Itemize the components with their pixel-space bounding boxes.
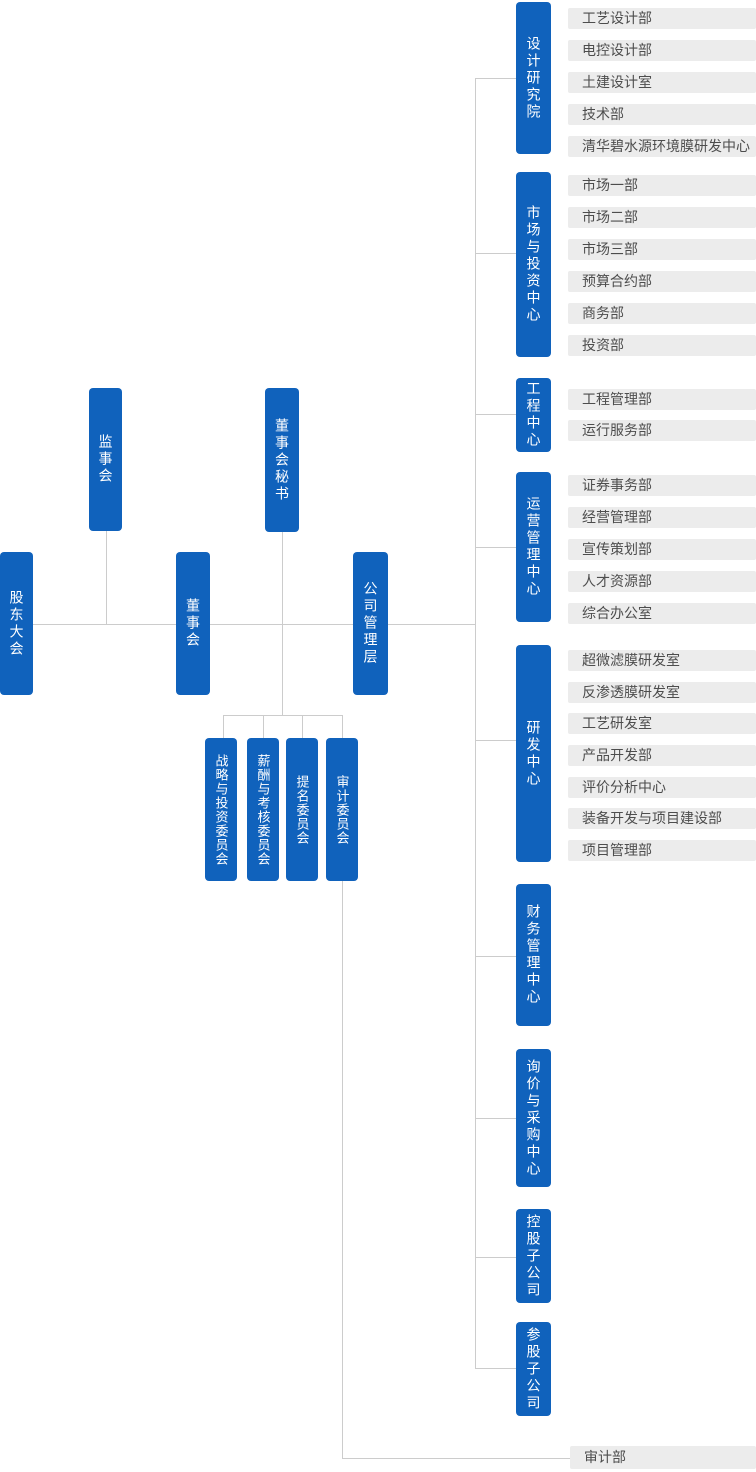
connector-branch-market bbox=[475, 253, 516, 254]
dept-bar: 人才资源部 bbox=[568, 571, 756, 592]
dept-bar: 综合办公室 bbox=[568, 603, 756, 624]
dept-bar: 工程管理部 bbox=[568, 389, 756, 410]
dept-bar: 超微滤膜研发室 bbox=[568, 650, 756, 671]
dept-bar: 投资部 bbox=[568, 335, 756, 356]
dept-bar: 技术部 bbox=[568, 104, 756, 125]
center-engineering: 工程中心 bbox=[516, 378, 551, 452]
dept-bar: 运行服务部 bbox=[568, 420, 756, 441]
center-inquiry-procurement: 询价与采购中心 bbox=[516, 1049, 551, 1187]
connector-right-trunk bbox=[475, 78, 476, 1369]
center-design-institute: 设计研究院 bbox=[516, 2, 551, 154]
node-supervisory-board: 监事会 bbox=[89, 388, 122, 531]
dept-bar: 评价分析中心 bbox=[568, 777, 756, 798]
dept-bar: 土建设计室 bbox=[568, 72, 756, 93]
node-shareholders-meeting: 股东大会 bbox=[0, 552, 33, 695]
dept-bar: 证券事务部 bbox=[568, 475, 756, 496]
connector-committees-hub bbox=[223, 715, 343, 716]
dept-bar: 反渗透膜研发室 bbox=[568, 682, 756, 703]
center-finance-management: 财务管理中心 bbox=[516, 884, 551, 1026]
dept-bar: 市场二部 bbox=[568, 207, 756, 228]
committee-compensation-assessment: 薪酬与考核委员会 bbox=[247, 738, 279, 881]
committee-nomination: 提名委员会 bbox=[286, 738, 318, 881]
connector-main-horizontal bbox=[33, 624, 475, 625]
connector-committee-stub bbox=[263, 715, 264, 738]
connector-branch-engineering bbox=[475, 414, 516, 415]
dept-bar: 清华碧水源环境膜研发中心 bbox=[568, 136, 756, 157]
connector-branch-participating bbox=[475, 1368, 516, 1369]
connector-audit-horizontal bbox=[342, 1458, 570, 1459]
node-board-of-directors: 董事会 bbox=[176, 552, 210, 695]
dept-bar: 工艺研发室 bbox=[568, 713, 756, 734]
connector-branch-operations bbox=[475, 547, 516, 548]
dept-bar: 预算合约部 bbox=[568, 271, 756, 292]
center-participating-subsidiaries: 参股子公司 bbox=[516, 1322, 551, 1416]
dept-bar: 工艺设计部 bbox=[568, 8, 756, 29]
connector-branch-rnd bbox=[475, 740, 516, 741]
dept-bar-audit: 审计部 bbox=[570, 1446, 756, 1469]
dept-bar: 宣传策划部 bbox=[568, 539, 756, 560]
connector-branch-finance bbox=[475, 956, 516, 957]
center-holding-subsidiaries: 控股子公司 bbox=[516, 1209, 551, 1303]
dept-bar: 产品开发部 bbox=[568, 745, 756, 766]
connector-branch-holding bbox=[475, 1257, 516, 1258]
dept-bar: 经营管理部 bbox=[568, 507, 756, 528]
dept-bar: 电控设计部 bbox=[568, 40, 756, 61]
center-rnd: 研发中心 bbox=[516, 645, 551, 862]
node-company-management: 公司管理层 bbox=[353, 552, 388, 695]
connector-board-secretary bbox=[282, 532, 283, 715]
dept-bar: 项目管理部 bbox=[568, 840, 756, 861]
connector-branch-design bbox=[475, 78, 516, 79]
connector-committee-stub bbox=[342, 715, 343, 738]
committee-strategy-investment: 战略与投资委员会 bbox=[205, 738, 237, 881]
dept-bar: 市场三部 bbox=[568, 239, 756, 260]
node-board-secretary: 董事会秘书 bbox=[265, 388, 299, 532]
connector-branch-inquiry bbox=[475, 1118, 516, 1119]
dept-bar: 商务部 bbox=[568, 303, 756, 324]
dept-bar: 装备开发与项目建设部 bbox=[568, 808, 756, 829]
center-operations-management: 运营管理中心 bbox=[516, 472, 551, 622]
connector-supervisory-board bbox=[106, 531, 107, 624]
committee-audit: 审计委员会 bbox=[326, 738, 358, 881]
dept-bar: 市场一部 bbox=[568, 175, 756, 196]
connector-committee-stub bbox=[302, 715, 303, 738]
connector-audit-vertical bbox=[342, 881, 343, 1458]
center-market-investment: 市场与投资中心 bbox=[516, 172, 551, 357]
connector-committee-stub bbox=[223, 715, 224, 738]
